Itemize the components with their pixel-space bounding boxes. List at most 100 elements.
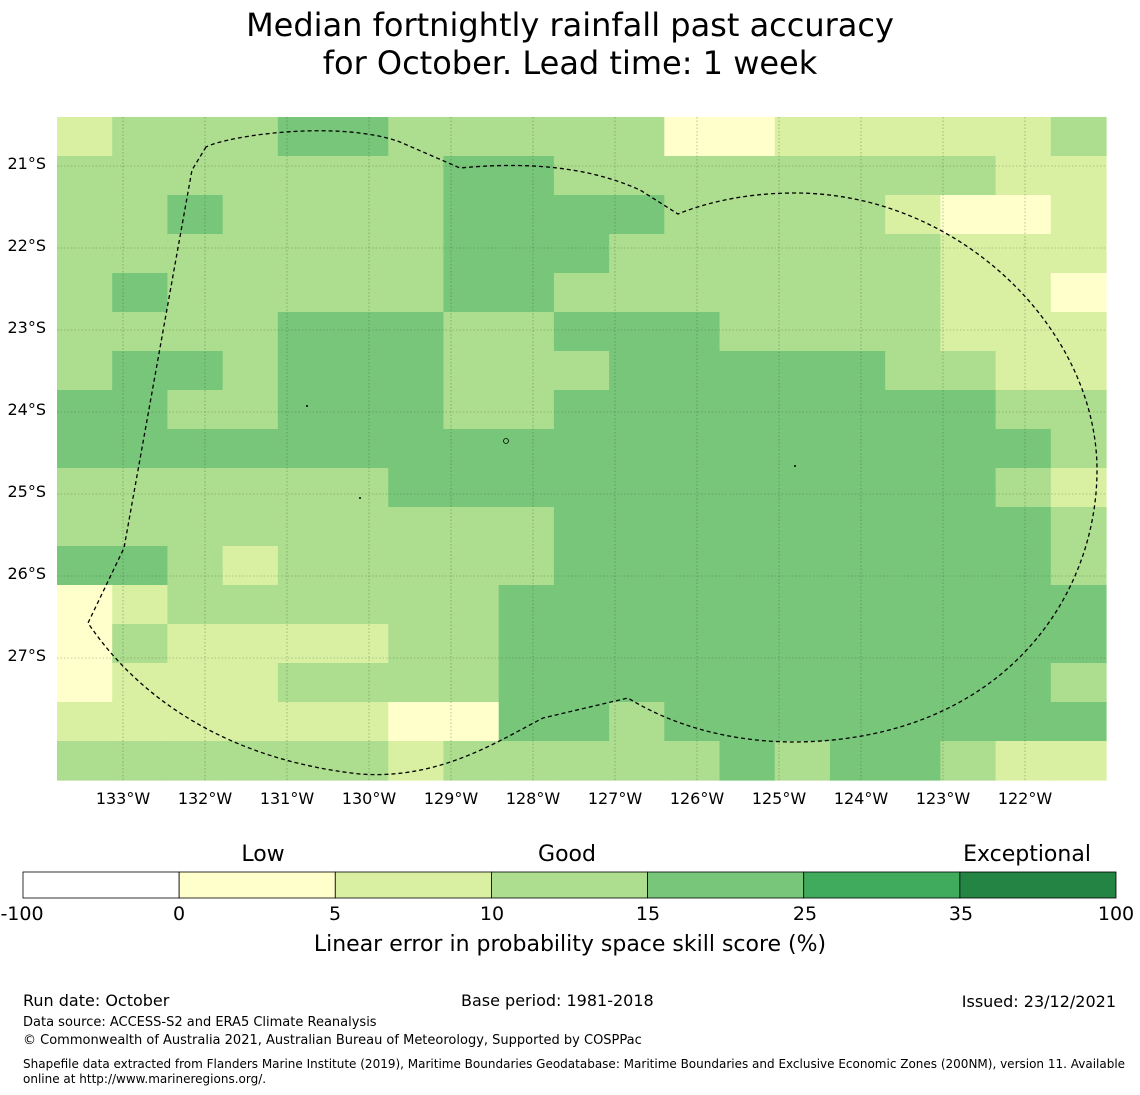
grid-cell — [277, 468, 334, 508]
grid-cell — [664, 234, 721, 274]
grid-cell — [333, 702, 389, 742]
lat-label: 26°S — [7, 564, 46, 583]
grid-cell — [388, 429, 445, 469]
grid-cell — [719, 351, 776, 391]
grid-cell — [774, 351, 831, 391]
grid-cell — [112, 585, 169, 625]
grid-cell — [222, 195, 279, 235]
grid-cell — [940, 429, 997, 469]
grid-cell — [1050, 312, 1107, 352]
grid-cell — [553, 741, 610, 781]
grid-cell — [774, 507, 831, 547]
grid-cell — [995, 663, 1052, 703]
grid-cell — [829, 624, 886, 664]
grid-cell — [995, 468, 1052, 508]
grid-cell — [995, 624, 1052, 664]
grid-cell — [277, 312, 334, 352]
grid-cell — [167, 507, 224, 547]
lon-label: 123°W — [915, 789, 971, 808]
grid-cell — [885, 390, 941, 430]
grid-cell — [222, 312, 279, 352]
grid-cell — [829, 702, 886, 742]
grid-cell — [774, 624, 831, 664]
colorbar-tick-label: 35 — [948, 903, 974, 925]
grid-cell — [774, 312, 831, 352]
grid-cell — [167, 234, 224, 274]
grid-cell — [498, 741, 555, 781]
grid-cell — [388, 741, 445, 781]
grid-cell — [167, 702, 224, 742]
grid-cell — [443, 585, 500, 625]
grid-cell — [443, 702, 500, 742]
grid-cell — [774, 468, 831, 508]
grid-cell — [553, 234, 610, 274]
grid-cell — [222, 468, 279, 508]
grid-cell — [112, 507, 169, 547]
lon-label: 126°W — [669, 789, 725, 808]
grid-cell — [940, 156, 997, 196]
grid-cell — [1050, 741, 1107, 781]
lat-label: 25°S — [7, 482, 46, 501]
title-line-1: Median fortnightly rainfall past accurac… — [246, 6, 894, 44]
grid-cell — [885, 234, 941, 274]
grid-cell — [664, 351, 721, 391]
grid-cell — [498, 663, 555, 703]
grid-cell — [553, 312, 610, 352]
grid-cell — [388, 624, 445, 664]
grid-cell — [112, 429, 169, 469]
map-title: Median fortnightly rainfall past accurac… — [0, 6, 1140, 82]
grid-cell — [57, 585, 113, 625]
grid-cell — [940, 273, 997, 313]
grid-cell — [277, 663, 334, 703]
grid-cell — [1050, 195, 1107, 235]
grid-cell — [443, 156, 500, 196]
grid-cell — [167, 468, 224, 508]
grid-cell — [885, 156, 941, 196]
grid-cell — [57, 390, 113, 430]
grid-cell — [609, 546, 665, 586]
grid-cell — [333, 468, 389, 508]
grid-cell — [885, 546, 941, 586]
grid-cell — [719, 624, 776, 664]
grid-cell — [1050, 507, 1107, 547]
grid-cell — [719, 117, 776, 157]
grid-cell — [112, 390, 169, 430]
grid-cell — [609, 429, 665, 469]
grid-cell — [719, 429, 776, 469]
grid-cell — [388, 195, 445, 235]
grid-cell — [553, 273, 610, 313]
grid-cell — [333, 585, 389, 625]
grid-cell — [1050, 156, 1107, 196]
grid-cell — [333, 663, 389, 703]
grid-cell — [57, 546, 113, 586]
base-period: Base period: 1981-2018 — [461, 991, 654, 1010]
grid-cell — [940, 234, 997, 274]
grid-cell — [885, 663, 941, 703]
title-line-2: for October. Lead time: 1 week — [322, 44, 818, 82]
grid-cell — [388, 390, 445, 430]
grid-cell — [719, 702, 776, 742]
colorbar-tick-label: 10 — [479, 903, 505, 925]
grid-cell — [388, 351, 445, 391]
grid-cell — [333, 507, 389, 547]
grid-cell — [167, 195, 224, 235]
grid-cell — [222, 624, 279, 664]
grid-cell — [57, 468, 113, 508]
grid-cell — [443, 468, 500, 508]
grid-cell — [222, 117, 279, 157]
grid-cell — [609, 234, 665, 274]
grid-cell — [829, 312, 886, 352]
grid-cell — [57, 429, 113, 469]
grid-cell — [57, 156, 113, 196]
grid-cell — [498, 507, 555, 547]
grid-cell — [1050, 468, 1107, 508]
grid-cell — [829, 429, 886, 469]
grid-cell — [388, 234, 445, 274]
grid-cell — [277, 741, 334, 781]
grid-cell — [609, 507, 665, 547]
grid-cell — [1050, 702, 1107, 742]
grid-cell — [443, 312, 500, 352]
grid-cell — [222, 663, 279, 703]
lon-label: 128°W — [505, 789, 561, 808]
grid-cell — [57, 234, 113, 274]
